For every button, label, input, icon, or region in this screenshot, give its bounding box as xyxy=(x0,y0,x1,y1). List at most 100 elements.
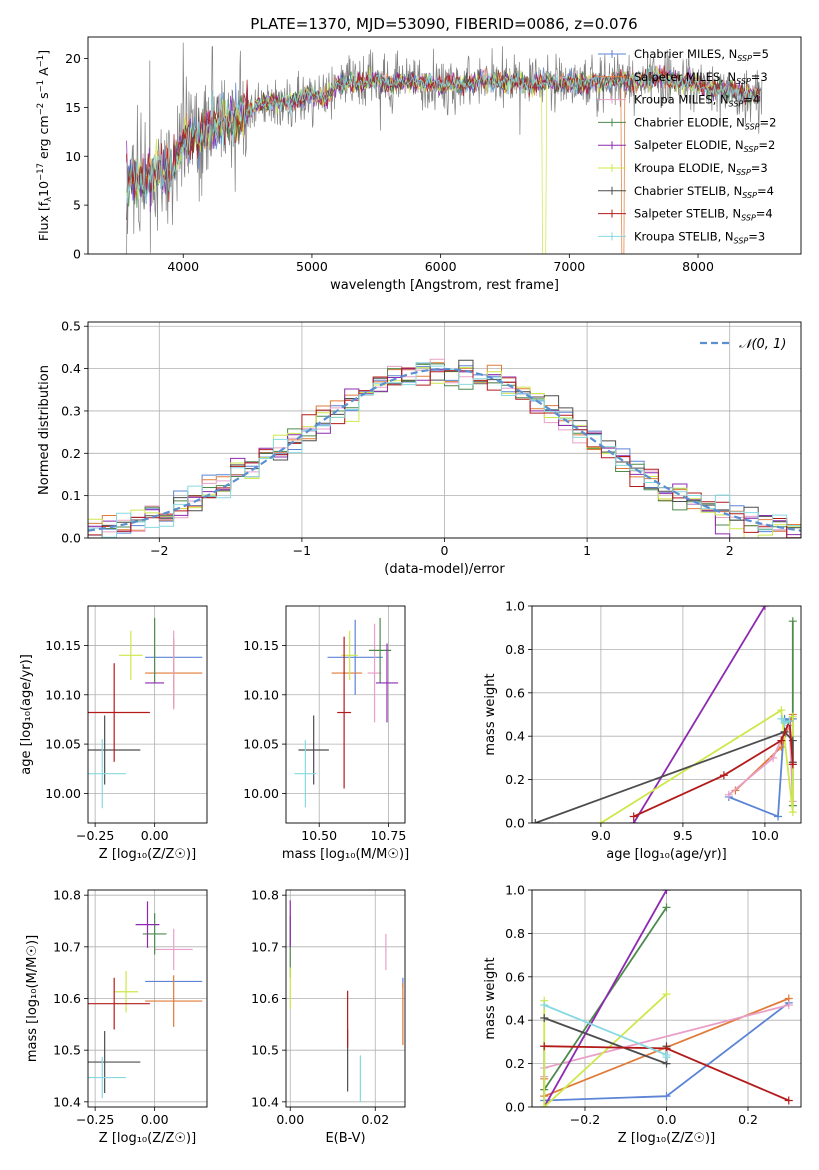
mass_vs_z-ytick-label: 10.6 xyxy=(53,991,81,1006)
age_vs_mass-axes: 10.50 10.75 10.00 10.05 10.10 10.15 xyxy=(243,606,406,843)
weight_vs_age-xlabel: age [log₁₀(age/yr)] xyxy=(606,847,727,862)
mass_vs_z-xtick-label: 0.00 xyxy=(141,1112,169,1127)
legend-entry-prefix: Salpeter STELIB, N xyxy=(634,207,741,221)
legend-entry: Kroupa STELIB, NSSP=3 xyxy=(634,229,765,245)
residuals-xtick-label: 0 xyxy=(441,543,449,558)
residuals-xtick-label: 2 xyxy=(726,543,734,558)
mass_vs_z-ytick-label: 10.5 xyxy=(53,1043,81,1058)
legend-entry-prefix: Kroupa STELIB, N xyxy=(634,229,734,243)
legend-entry-prefix: Chabrier MILES, N xyxy=(634,47,737,61)
weight_vs_age-ytick-label: 0.0 xyxy=(505,816,525,831)
age_vs_mass-xlabel: mass [log₁₀(M/M☉)] xyxy=(282,847,409,862)
legend-entry-prefix: Kroupa ELODIE, N xyxy=(634,161,736,175)
weight_vs_age-ytick-label: 0.2 xyxy=(505,772,525,787)
weight_vs_z-series-kroupa-stelib xyxy=(543,1004,668,1058)
weight_vs_age-marker-kroupa-elodie xyxy=(788,712,797,721)
weight_vs_age-marker-kroupa-elodie xyxy=(777,706,786,715)
weight_vs_age-xtick-label: 9.5 xyxy=(673,828,693,843)
residuals-ylabel: Normed distribution xyxy=(37,365,52,495)
legend-entry-suffix: =4 xyxy=(757,184,774,198)
spectrum-frame xyxy=(87,36,802,255)
weight_vs_age-marker-kroupa-miles xyxy=(769,753,778,762)
age_vs_mass-ytick-label: 10.00 xyxy=(243,786,279,801)
legend-entry: Chabrier MILES, NSSP=5 xyxy=(634,47,769,63)
weight_vs_z-axes: −0.2 0.0 0.2 0.0 0.2 0.4 0.6 0.8 1.0 xyxy=(505,883,801,1127)
weight_vs_z-marker-chabrier-stelib xyxy=(540,1014,549,1023)
figure-title: PLATE=1370, MJD=53090, FIBERID=0086, z=0… xyxy=(250,15,637,33)
residuals-frame xyxy=(87,321,802,539)
age_vs_z-ytick-label: 10.00 xyxy=(45,786,81,801)
weight_vs_age-series-salpeter-stelib xyxy=(633,720,794,818)
legend-entry-suffix: =3 xyxy=(751,70,768,84)
legend-entry-prefix: Chabrier ELODIE, N xyxy=(634,115,745,129)
spectrum-ylabel-part: ] xyxy=(36,50,51,55)
age_vs_mass-xtick-label: 10.75 xyxy=(370,828,406,843)
model-spectrum-kroupa-elodie xyxy=(126,66,761,254)
mass_vs_ebv-frame xyxy=(285,889,406,1108)
weight_vs_age-lines xyxy=(532,606,797,823)
legend-entry-suffix: =5 xyxy=(752,47,769,61)
mass_vs_z-xlabel: Z [log₁₀(Z/Z☉)] xyxy=(99,1131,196,1146)
age_vs_mass-ytick-label: 10.10 xyxy=(243,687,279,702)
weight_vs_age-xtick-label: 10.0 xyxy=(751,828,779,843)
age_vs_z-frame xyxy=(87,605,208,824)
mass_vs_ebv-xlabel: E(B-V) xyxy=(325,1131,365,1146)
weight_vs_age-marker-chabrier-stelib xyxy=(532,819,540,823)
residuals-ytick-label: 0.3 xyxy=(61,403,81,418)
mass_vs_z-frame xyxy=(87,889,208,1108)
weight_vs_age-ytick-label: 0.8 xyxy=(505,642,525,657)
legend-entry: Kroupa MILES, NSSP=4 xyxy=(634,93,760,109)
spectrum-xtick-label: 6000 xyxy=(425,259,457,274)
weight_vs_age-marker-kroupa-stelib xyxy=(780,719,789,728)
spectrum-ylabel-part: −2 xyxy=(36,103,46,116)
weight_vs_z-marker-chabrier-miles xyxy=(662,1092,671,1101)
weight_vs_age-axes: 9.0 9.5 10.0 0.0 0.2 0.4 0.6 0.8 1.0 xyxy=(505,599,801,843)
weight_vs_age-ytick-label: 0.4 xyxy=(505,729,525,744)
weight_vs_age-series-chabrier-stelib xyxy=(534,730,794,823)
weight_vs_age-marker-kroupa-elodie xyxy=(596,819,605,823)
residuals-xtick-label: −1 xyxy=(293,543,311,558)
weight_vs_z-ytick-label: 1.0 xyxy=(505,883,525,898)
age_vs_z-ylabel: age [log₁₀(age/yr)] xyxy=(19,654,34,775)
legend-entry: Salpeter STELIB, NSSP=4 xyxy=(634,207,773,223)
weight_vs_z-ylabel: mass weight xyxy=(483,957,498,1039)
weight_vs_z-frame xyxy=(531,889,802,1108)
weight_vs_age-xtick-label: 9.0 xyxy=(591,828,611,843)
spectrum-ytick-label: 5 xyxy=(73,198,81,213)
age_vs_z-xtick-label: −0.25 xyxy=(76,828,114,843)
mass_vs_ebv-points xyxy=(289,900,404,1102)
age_vs_z-ytick-label: 10.15 xyxy=(45,638,81,653)
mass_vs_z-ytick-label: 10.8 xyxy=(53,888,81,903)
legend-entry-suffix: =3 xyxy=(751,161,768,175)
legend-entry-prefix: Chabrier STELIB, N xyxy=(634,184,742,198)
weight_vs_age-ytick-label: 1.0 xyxy=(505,599,525,614)
mass_vs_z-ylabel: mass [log₁₀(M/M☉)] xyxy=(25,935,40,1062)
weight_vs_age-marker-kroupa-elodie xyxy=(788,808,797,817)
spectrum-ytick-label: 20 xyxy=(65,51,81,66)
legend-entry-subscript: SSP xyxy=(741,214,756,223)
weight_vs_z-ytick-label: 0.0 xyxy=(505,1100,525,1115)
legend-entry-subscript: SSP xyxy=(742,191,757,200)
residuals-axes: −2 −1 0 1 2 0.0 0.1 0.2 0.3 0.4 0.5 xyxy=(61,319,801,558)
residuals-xtick-label: −2 xyxy=(150,543,168,558)
age_vs_mass-points xyxy=(294,617,399,808)
weight_vs_age-ytick-label: 0.6 xyxy=(505,685,525,700)
legend-entry-prefix: Salpeter MILES, N xyxy=(634,70,736,84)
weight_vs_z-lines xyxy=(540,890,793,1107)
spectrum-axes: 4000 5000 6000 7000 8000 0 5 10 15 20 xyxy=(65,51,714,274)
weight_vs_z-xtick-label: 0.0 xyxy=(657,1112,677,1127)
residuals-xlabel: (data-model)/error xyxy=(384,562,505,577)
age_vs_z-ytick-label: 10.05 xyxy=(45,737,81,752)
weight_vs_z-ytick-label: 0.4 xyxy=(505,1013,525,1028)
legend-entry-subscript: SSP xyxy=(745,122,760,131)
weight_vs_age-marker-salpeter-elodie xyxy=(760,606,769,610)
spectrum-ylabel-part: −1 xyxy=(36,55,46,68)
residuals-ytick-label: 0.5 xyxy=(61,319,81,334)
weight_vs_z-marker-kroupa-stelib xyxy=(662,1053,671,1062)
age_vs_mass-xtick-label: 10.50 xyxy=(301,828,337,843)
weight_vs_age-marker-chabrier-elodie xyxy=(788,617,797,626)
spectrum-xtick-label: 7000 xyxy=(553,259,585,274)
weight_vs_z-marker-kroupa-elodie xyxy=(540,1103,549,1107)
weight_vs_z-ytick-label: 0.2 xyxy=(505,1056,525,1071)
